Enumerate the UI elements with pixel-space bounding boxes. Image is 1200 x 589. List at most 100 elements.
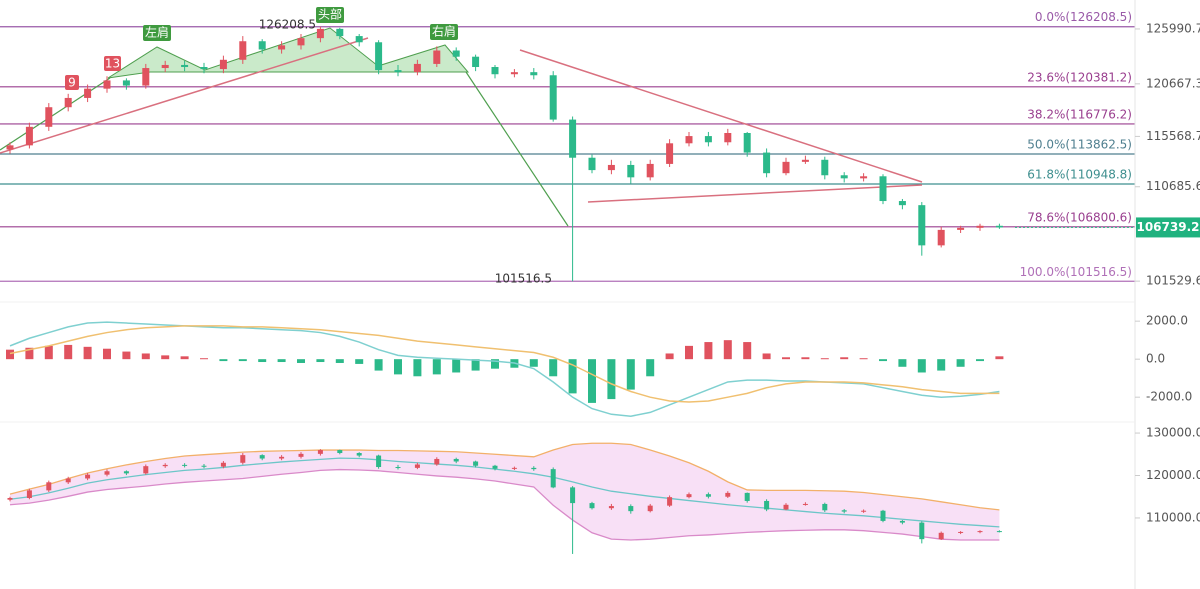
candle-body xyxy=(995,225,1003,228)
candle-body xyxy=(977,531,983,533)
candle-body xyxy=(666,143,674,164)
trend-line xyxy=(465,71,569,227)
count-tag: 13 xyxy=(105,57,120,71)
macd-bar xyxy=(394,359,402,375)
low-label: 101516.5 xyxy=(495,272,552,286)
candle-body xyxy=(453,458,459,462)
candle-body xyxy=(434,458,440,465)
macd-bar xyxy=(355,359,364,364)
candle-body xyxy=(646,163,654,178)
y-tick-label: 0.0 xyxy=(1146,352,1165,366)
candle-body xyxy=(122,80,130,86)
macd-bar xyxy=(529,359,538,367)
candle-body xyxy=(259,455,265,459)
candle-body xyxy=(6,145,14,150)
macd-bar xyxy=(44,345,53,360)
candle-body xyxy=(297,38,305,46)
candle-body xyxy=(452,50,460,57)
macd-bar xyxy=(607,359,616,400)
macd-bar xyxy=(956,359,965,367)
macd-bar xyxy=(161,355,170,360)
macd-bar xyxy=(995,356,1004,360)
candle-body xyxy=(996,531,1002,533)
candle-body xyxy=(143,466,149,474)
tag-box xyxy=(430,24,458,40)
candle-body xyxy=(801,159,809,162)
tag-box xyxy=(104,56,121,71)
candle-body xyxy=(937,229,945,246)
candle-body xyxy=(549,75,557,120)
candle-body xyxy=(511,467,517,469)
macd-bar xyxy=(685,345,693,360)
candle-body xyxy=(822,503,828,511)
indicator-line xyxy=(9,325,1000,403)
macd-bar xyxy=(180,356,189,360)
macd-bar xyxy=(471,359,480,371)
candle-body xyxy=(123,471,129,474)
candle-body xyxy=(473,461,479,466)
candle-body xyxy=(530,72,538,76)
count-tag: 9 xyxy=(68,76,76,90)
candle-body xyxy=(200,67,208,70)
candle-body xyxy=(45,107,53,127)
macd-bar xyxy=(665,353,674,360)
candle-body xyxy=(278,45,286,50)
candle-body xyxy=(802,503,808,505)
candle-body xyxy=(607,164,615,171)
macd-bar xyxy=(83,346,92,360)
candle-body xyxy=(763,152,771,174)
macd-bar xyxy=(219,359,228,362)
candle-body xyxy=(628,506,634,512)
macd-bar xyxy=(316,359,325,363)
fib-label: 0.0%(126208.5) xyxy=(1035,10,1132,24)
candle-body xyxy=(317,450,323,454)
candle-body xyxy=(336,28,344,37)
candle-body xyxy=(65,478,71,483)
macd-bar xyxy=(297,359,305,363)
tag-box xyxy=(65,75,79,90)
macd-bar xyxy=(704,342,713,360)
head-tag: 头部 xyxy=(318,7,342,22)
macd-bar xyxy=(432,359,441,375)
candle-body xyxy=(316,28,324,39)
candle-body xyxy=(783,504,789,510)
candle-body xyxy=(570,487,576,504)
y-tick-label: 110000.0 xyxy=(1146,510,1200,524)
candle-body xyxy=(104,471,110,475)
candle-body xyxy=(589,503,595,509)
macd-bar xyxy=(141,353,150,360)
candle-body xyxy=(103,80,111,89)
candle-body xyxy=(64,97,72,108)
macd-bar xyxy=(277,359,286,363)
trend-line xyxy=(587,184,923,203)
macd-bar xyxy=(452,359,461,373)
candle-body xyxy=(161,64,169,69)
candle-body xyxy=(724,132,732,143)
candle-body xyxy=(898,201,906,206)
candle-body xyxy=(782,161,790,174)
macd-bar xyxy=(937,359,946,371)
macd-bar xyxy=(568,359,577,394)
y-tick-label: 120667.3 xyxy=(1146,76,1200,90)
candle-body xyxy=(25,126,33,146)
macd-bar xyxy=(859,358,868,360)
left-shoulder-tag: 左肩 xyxy=(145,25,169,40)
candle-body xyxy=(647,505,653,512)
candle-body xyxy=(705,494,711,497)
candle-body xyxy=(957,227,965,230)
macd-bar xyxy=(782,357,790,360)
macd-bar xyxy=(820,358,829,360)
tag-box xyxy=(143,25,171,41)
macd-bar xyxy=(335,359,344,363)
trend-line xyxy=(0,77,111,151)
candle-body xyxy=(219,59,227,70)
candle-body xyxy=(686,494,692,498)
fib-label: 61.8%(110948.8) xyxy=(1027,168,1132,182)
candle-body xyxy=(861,510,867,512)
candle-body xyxy=(337,450,343,454)
macd-bar xyxy=(762,353,771,360)
y-tick-label: 125990.7 xyxy=(1146,21,1200,35)
y-tick-label: 120000.0 xyxy=(1146,468,1200,482)
candle-body xyxy=(840,175,848,179)
